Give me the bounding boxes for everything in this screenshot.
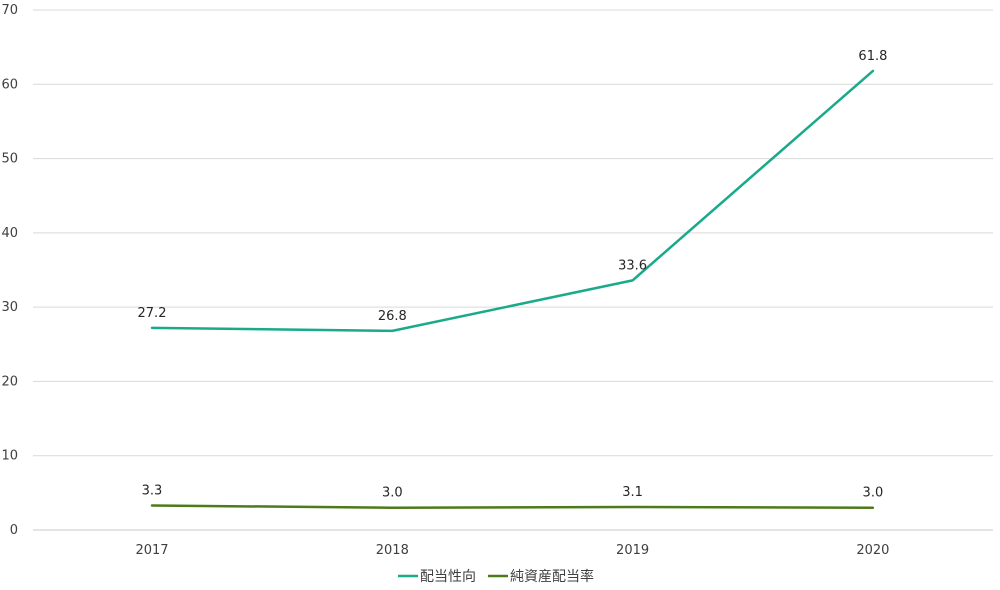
y-tick-label: 10 [1,449,18,464]
x-tick-label: 2018 [376,543,409,558]
y-tick-label: 60 [1,77,18,92]
y-axis-tick-labels: 0 10 20 30 40 50 60 70 [1,3,18,538]
data-label: 27.2 [138,306,167,321]
legend-label-2: 純資産配当率 [510,568,594,585]
gridlines [33,9,993,531]
y-tick-label: 30 [1,300,18,315]
data-label: 3.0 [382,486,403,501]
y-tick-label: 50 [1,152,18,167]
legend-label-1: 配当性向 [420,569,476,585]
data-label: 26.8 [378,309,407,324]
x-tick-label: 2020 [856,543,889,558]
series-lines [150,69,875,509]
x-tick-label: 2017 [135,543,168,558]
y-tick-label: 0 [10,523,18,538]
data-label: 33.6 [618,258,647,273]
y-tick-label: 70 [1,3,18,18]
y-tick-label: 20 [1,374,18,389]
data-label: 3.3 [142,483,163,498]
data-label: 61.8 [858,49,887,64]
data-label: 3.0 [863,486,884,501]
series-line-1 [150,69,875,333]
legend: 配当性向 純資産配当率 [398,568,594,585]
data-label: 3.1 [622,485,643,500]
x-tick-label: 2019 [616,543,649,558]
y-tick-label: 40 [1,226,18,241]
series-line-2 [150,504,875,509]
x-axis-tick-labels: 2017 2018 2019 2020 [135,543,889,558]
data-labels: 27.2 26.8 33.6 61.8 3.3 3.0 3.1 3.0 [138,49,888,501]
